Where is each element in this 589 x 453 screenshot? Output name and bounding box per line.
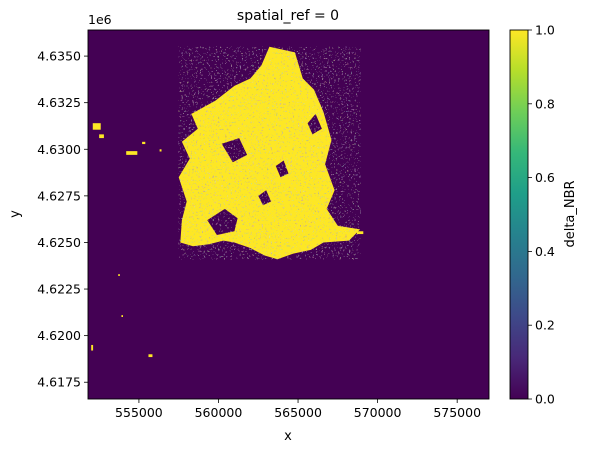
colorbar-tick-label: 0.2 xyxy=(535,318,555,333)
colorbar-tick-label: 0.4 xyxy=(535,244,555,259)
y-tick-label: 4.6225 xyxy=(37,282,81,297)
burn-speck xyxy=(99,134,104,139)
x-tick-label: 560000 xyxy=(195,405,243,420)
burn-texture xyxy=(178,46,361,260)
y-tick-label: 4.6250 xyxy=(37,235,81,250)
x-axis: 555000 560000 565000 570000 575000 xyxy=(115,399,481,420)
burn-speck xyxy=(126,151,138,155)
plot-frame xyxy=(87,29,490,400)
colorbar-label: delta_NBR xyxy=(563,180,578,247)
burn-speck xyxy=(356,231,364,235)
y-axis: 4.6175 4.6200 4.6225 4.6250 4.6275 4.6300 4.63… xyxy=(37,49,88,390)
burn-scar-region xyxy=(91,46,364,358)
x-tick-label: 570000 xyxy=(354,405,402,420)
y-tick-label: 4.6350 xyxy=(37,49,81,64)
burn-speck xyxy=(159,149,162,152)
burn-speck xyxy=(121,315,124,317)
x-tick-label: 565000 xyxy=(274,405,322,420)
burn-speck xyxy=(92,123,101,130)
plot-area xyxy=(87,29,490,400)
x-tick-label: 555000 xyxy=(115,405,163,420)
colorbar-tick-label: 0.8 xyxy=(535,96,555,111)
unburned-patch xyxy=(185,91,205,112)
colorbar-tick-label: 1.0 xyxy=(535,23,555,38)
y-tick-label: 4.6175 xyxy=(37,375,81,390)
colorbar-tick-label: 0.0 xyxy=(535,392,555,407)
burn-speck xyxy=(91,344,94,351)
y-tick-label: 4.6300 xyxy=(37,142,81,157)
burn-speck xyxy=(148,354,153,358)
colorbar: 0.0 0.2 0.4 0.6 0.8 1.0 delta_NBR xyxy=(509,23,578,407)
y-tick-label: 4.6275 xyxy=(37,188,81,203)
y-axis-offset-label: 1e6 xyxy=(88,12,112,27)
burn-speck xyxy=(142,141,146,145)
y-tick-label: 4.6325 xyxy=(37,95,81,110)
burn-speck xyxy=(188,164,193,167)
y-axis-label: y xyxy=(8,210,23,218)
burn-speck xyxy=(118,274,120,276)
colorbar-ticks: 0.0 0.2 0.4 0.6 0.8 1.0 xyxy=(528,23,555,407)
chart-title: spatial_ref = 0 xyxy=(237,8,339,24)
y-tick-label: 4.6200 xyxy=(37,328,81,343)
x-tick-label: 575000 xyxy=(433,405,481,420)
x-axis-label: x xyxy=(284,429,292,444)
colorbar-tick-label: 0.6 xyxy=(535,170,555,185)
colorbar-gradient xyxy=(509,29,529,400)
